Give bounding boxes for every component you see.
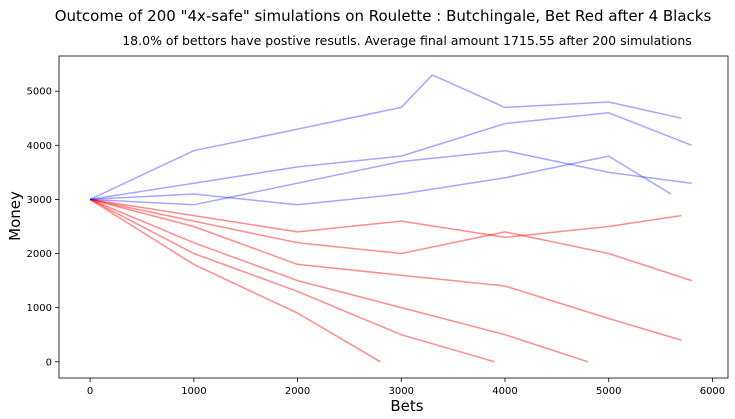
- chart-subtitle: 18.0% of bettors have postive resutls. A…: [122, 33, 692, 48]
- negative-simulation-line: [89, 198, 495, 363]
- x-tick-label: 5000: [596, 386, 621, 397]
- negative-simulation-line: [89, 198, 682, 341]
- y-tick-label: 2000: [27, 249, 52, 260]
- x-tick-label: 4000: [492, 386, 517, 397]
- positive-simulation-line: [90, 149, 692, 206]
- positive-simulation-line: [90, 155, 672, 206]
- y-axis-label: Money: [6, 191, 24, 241]
- x-tick-label: 2000: [285, 386, 310, 397]
- simulation-lines: [89, 74, 692, 363]
- axis-ticks: 0 1000 2000 3000 4000 5000 6000 0 1000 2000 3000 40…: [27, 87, 726, 397]
- negative-simulation-line: [89, 198, 589, 363]
- plot-area: [58, 55, 729, 379]
- y-tick-label: 1000: [27, 303, 52, 314]
- x-tick-label: 1000: [181, 386, 206, 397]
- negative-simulation-line: [89, 198, 381, 363]
- chart-suptitle: Outcome of 200 "4x-safe" simulations on …: [55, 7, 712, 25]
- negative-simulation-line: [89, 198, 682, 239]
- x-tick-label: 0: [87, 386, 93, 397]
- positive-simulation-line: [89, 74, 682, 201]
- x-tick-label: 6000: [700, 386, 725, 397]
- negative-simulation-line: [89, 198, 692, 282]
- positive-simulation-line: [89, 112, 692, 201]
- y-tick-label: 4000: [27, 141, 52, 152]
- y-tick-label: 3000: [27, 195, 52, 206]
- x-axis-label: Bets: [390, 397, 423, 415]
- y-tick-label: 0: [46, 357, 52, 368]
- x-tick-label: 3000: [389, 386, 414, 397]
- y-tick-label: 5000: [27, 87, 52, 98]
